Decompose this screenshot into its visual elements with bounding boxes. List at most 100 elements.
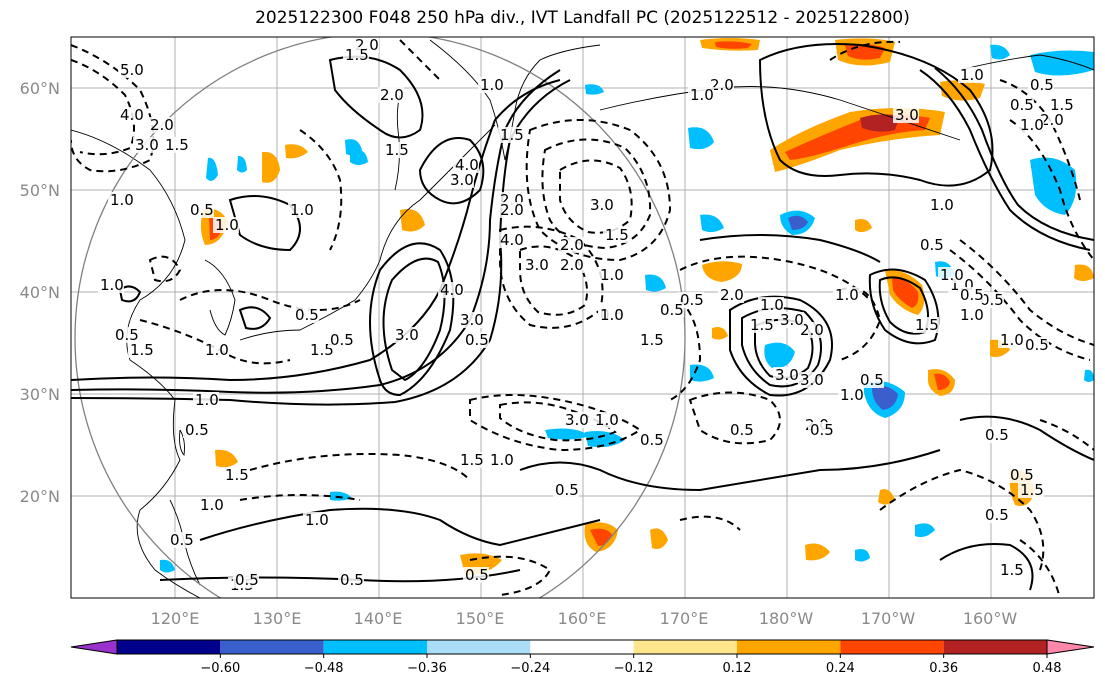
contour-label-bg	[718, 287, 744, 303]
contour-label-bg	[168, 532, 194, 548]
colorbar-tick-label: 0.48	[1033, 661, 1062, 676]
contour-label-bg	[998, 332, 1024, 348]
contour-label: 1.0	[110, 191, 134, 209]
contour-label: 4.0	[120, 106, 144, 124]
contour-label-bg	[798, 372, 824, 388]
lat-label-30: 30°N	[20, 385, 60, 404]
contour-label: 3.0	[525, 256, 549, 274]
contour-label-bg	[658, 302, 684, 318]
shade-positive	[262, 151, 280, 183]
contour-label: 1.0	[215, 216, 239, 234]
contour-label-bg	[588, 197, 614, 213]
contour-label: 0.5	[810, 421, 834, 439]
contour-line	[228, 195, 301, 252]
shade-positive	[855, 219, 872, 233]
contour-label: 3.0	[395, 326, 419, 344]
contour-label: 1.0	[1020, 116, 1044, 134]
contour-label-bg	[983, 507, 1009, 523]
contour-label-bg	[458, 312, 484, 328]
contour-line	[699, 234, 881, 263]
contour-label-bg	[563, 412, 589, 428]
contour-labels: 5.04.03.02.01.51.00.52.01.52.01.51.01.54…	[98, 37, 1074, 594]
colorbar-segment	[220, 640, 324, 654]
colorbar-tick-label: −0.36	[407, 661, 447, 676]
shade-negative	[764, 342, 795, 369]
contour-label-bg	[478, 77, 504, 93]
contour-label-bg	[498, 202, 524, 218]
contour-label: 0.5	[555, 481, 579, 499]
contour-line	[1039, 419, 1094, 451]
contour-line	[525, 119, 672, 262]
contour-label: 1.0	[930, 196, 954, 214]
contour-label: 1.5	[605, 226, 629, 244]
contour-label: 2.0	[710, 76, 734, 94]
contour-label-bg	[603, 227, 629, 243]
lat-label-60: 60°N	[20, 79, 60, 98]
contour-line	[1009, 119, 1094, 261]
lon-label-120e: 120°E	[151, 609, 200, 628]
colorbar-tick-label: −0.60	[200, 661, 240, 676]
colorbar-extend-high	[1046, 639, 1095, 655]
contour-line	[148, 255, 182, 283]
shade-negative	[688, 127, 714, 150]
contour-line	[949, 249, 1091, 361]
contour-label-bg	[938, 267, 964, 283]
contour-label: 4.0	[440, 281, 464, 299]
colorbar-tick-label: 0.24	[826, 661, 855, 676]
contour-label: 0.5	[980, 291, 1004, 309]
contour-label-bg	[338, 572, 364, 588]
contour-label: 1.0	[760, 296, 784, 314]
contour-label: 1.0	[840, 386, 864, 404]
contour-label: 0.5	[640, 431, 664, 449]
contour-label-bg	[983, 427, 1009, 443]
contour-label-bg	[833, 287, 859, 303]
shade-negative	[990, 44, 1010, 60]
shade-negative	[350, 149, 368, 165]
colorbar-segment	[323, 640, 427, 654]
contour-label: 1.5	[130, 341, 154, 359]
contour-label: 1.5	[500, 126, 524, 144]
colorbar-segment	[117, 640, 221, 654]
lat-label-40: 40°N	[20, 283, 60, 302]
contour-label-bg	[913, 317, 939, 333]
colorbar-segment	[840, 640, 944, 654]
colorbar-segment	[427, 640, 531, 654]
shade-negative	[206, 157, 218, 181]
contour-label: 0.5	[465, 331, 489, 349]
contour-label: 3.0	[135, 136, 159, 154]
contour-label-bg	[893, 107, 919, 123]
contour-label: 0.5	[680, 291, 704, 309]
contour-label-bg	[593, 412, 619, 428]
contour-label: 0.5	[920, 236, 944, 254]
contour-label-bg	[118, 107, 144, 123]
contour-label: 1.0	[835, 286, 859, 304]
coastline-sakhalin	[394, 94, 401, 191]
contour-label: 1.0	[195, 391, 219, 409]
coastline-japan	[239, 199, 421, 341]
contour-line	[469, 394, 642, 452]
coastline-asia	[71, 129, 201, 598]
contour-line	[541, 138, 652, 250]
shade-positive	[400, 209, 425, 232]
shade-positive	[892, 278, 919, 308]
gridlines	[71, 37, 1094, 598]
contour-label-bg	[558, 257, 584, 273]
contour-label: 0.5	[660, 301, 684, 319]
contour-label: 3.0	[895, 106, 919, 124]
contour-label-bg	[118, 62, 144, 78]
contour-line	[399, 39, 441, 81]
map-title: 2025122300 F048 250 hPa div., IVT Landfa…	[255, 8, 910, 28]
shade-negative	[1030, 50, 1094, 76]
contour-label-bg	[328, 332, 354, 348]
contour-label-bg	[958, 67, 984, 83]
contour-label-bg	[213, 217, 239, 233]
contour-label-bg	[463, 332, 489, 348]
contour-label: 1.5	[1000, 561, 1024, 579]
shade-negative	[855, 549, 870, 562]
shade-positive	[934, 373, 950, 390]
contour-line	[519, 449, 941, 492]
contour-label-bg	[748, 317, 774, 333]
contour-label: 1.0	[200, 496, 224, 514]
contour-label: 2.0	[560, 256, 584, 274]
